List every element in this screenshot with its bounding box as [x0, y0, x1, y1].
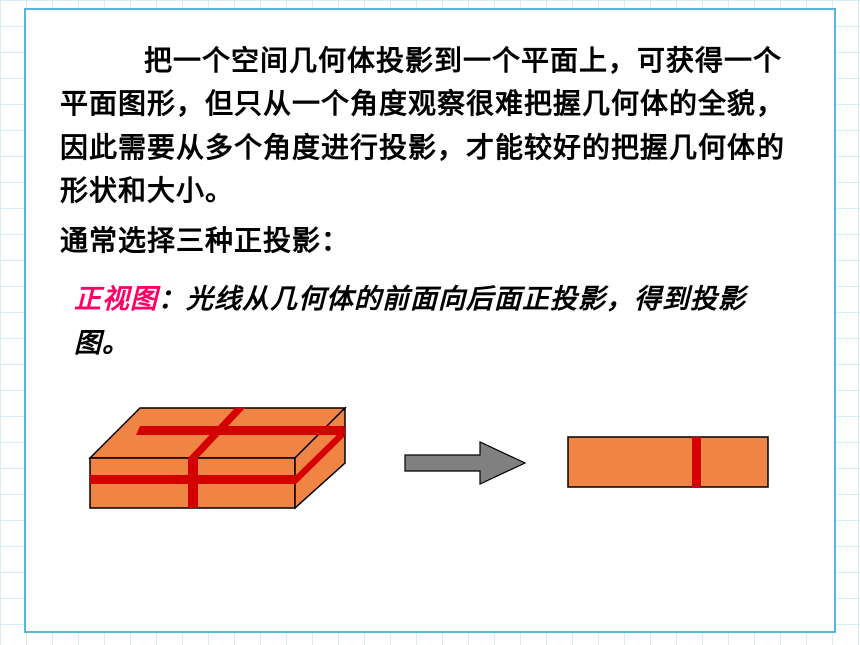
definition-line: 正视图：光线从几何体的前面向后面正投影，得到投影图。 [74, 278, 800, 364]
figure-row [60, 403, 800, 523]
strap-v-front [188, 458, 198, 508]
paragraph-subhead: 通常选择三种正投影： [60, 220, 800, 265]
paragraph-intro: 把一个空间几何体投影到一个平面上，可获得一个平面图形，但只从一个角度观察很难把握… [60, 40, 800, 214]
arrow-icon [400, 440, 530, 486]
term-highlight: 正视图 [74, 284, 158, 314]
slide-panel: 把一个空间几何体投影到一个平面上，可获得一个平面图形，但只从一个角度观察很难把握… [24, 8, 836, 633]
front-view-icon [564, 433, 774, 493]
term-definition: ：光线从几何体的前面向后面正投影，得到投影图。 [74, 284, 746, 357]
box-3d-icon [80, 403, 360, 523]
